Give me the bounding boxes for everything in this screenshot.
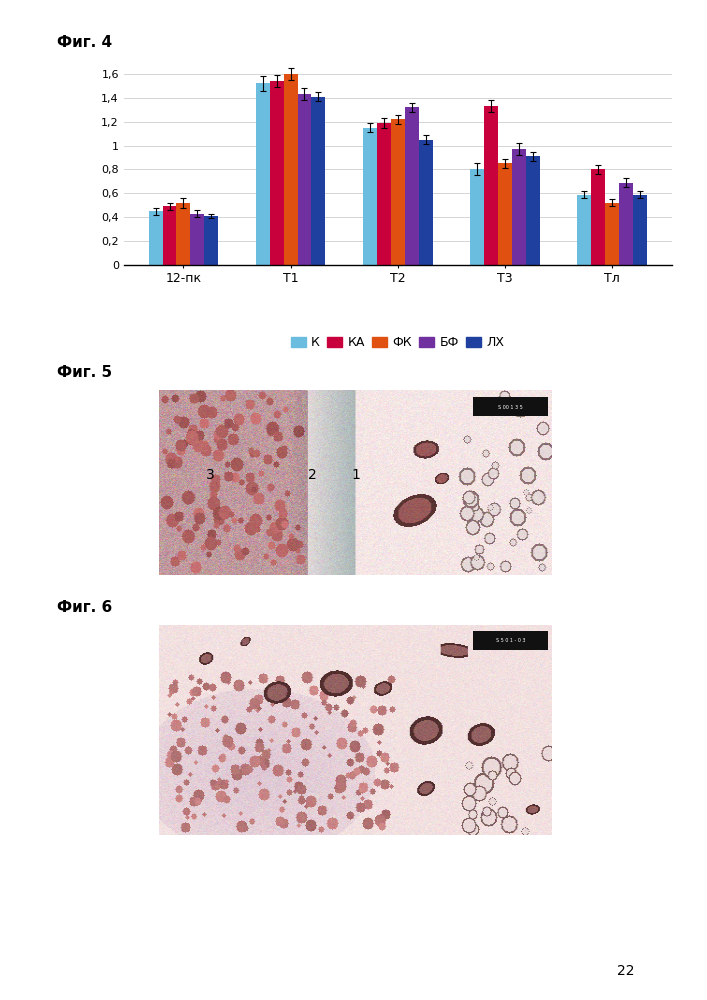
- Bar: [298, 94, 312, 265]
- Bar: [256, 83, 269, 265]
- Bar: [484, 106, 498, 265]
- Bar: [473, 631, 547, 650]
- Text: Фиг. 4: Фиг. 4: [57, 35, 112, 50]
- Bar: [633, 195, 647, 265]
- Bar: [204, 216, 218, 265]
- Bar: [148, 211, 163, 265]
- Bar: [363, 128, 377, 265]
- Bar: [269, 81, 284, 265]
- Bar: [391, 119, 404, 265]
- Bar: [498, 163, 512, 265]
- Bar: [591, 169, 605, 265]
- Text: Фиг. 6: Фиг. 6: [57, 600, 112, 615]
- Bar: [312, 97, 325, 265]
- Bar: [419, 140, 433, 265]
- Bar: [404, 107, 419, 265]
- Bar: [619, 183, 633, 265]
- Bar: [284, 74, 298, 265]
- Bar: [177, 203, 190, 265]
- Text: 2: 2: [308, 468, 317, 482]
- Text: 3: 3: [206, 468, 215, 482]
- Bar: [377, 123, 391, 265]
- Text: S 00 1 3 5: S 00 1 3 5: [498, 405, 522, 410]
- Bar: [163, 206, 177, 265]
- Bar: [473, 397, 547, 416]
- Text: Фиг. 5: Фиг. 5: [57, 365, 112, 380]
- Bar: [526, 156, 539, 265]
- Bar: [470, 169, 484, 265]
- Text: S 5 0 1 - 0 3: S 5 0 1 - 0 3: [496, 638, 525, 643]
- Bar: [605, 203, 619, 265]
- Text: 1: 1: [351, 468, 361, 482]
- Legend: К, КА, ФК, БФ, ЛХ: К, КА, ФК, БФ, ЛХ: [286, 331, 509, 354]
- Bar: [190, 214, 204, 265]
- Bar: [577, 195, 591, 265]
- Text: 22: 22: [617, 964, 634, 978]
- Bar: [512, 149, 526, 265]
